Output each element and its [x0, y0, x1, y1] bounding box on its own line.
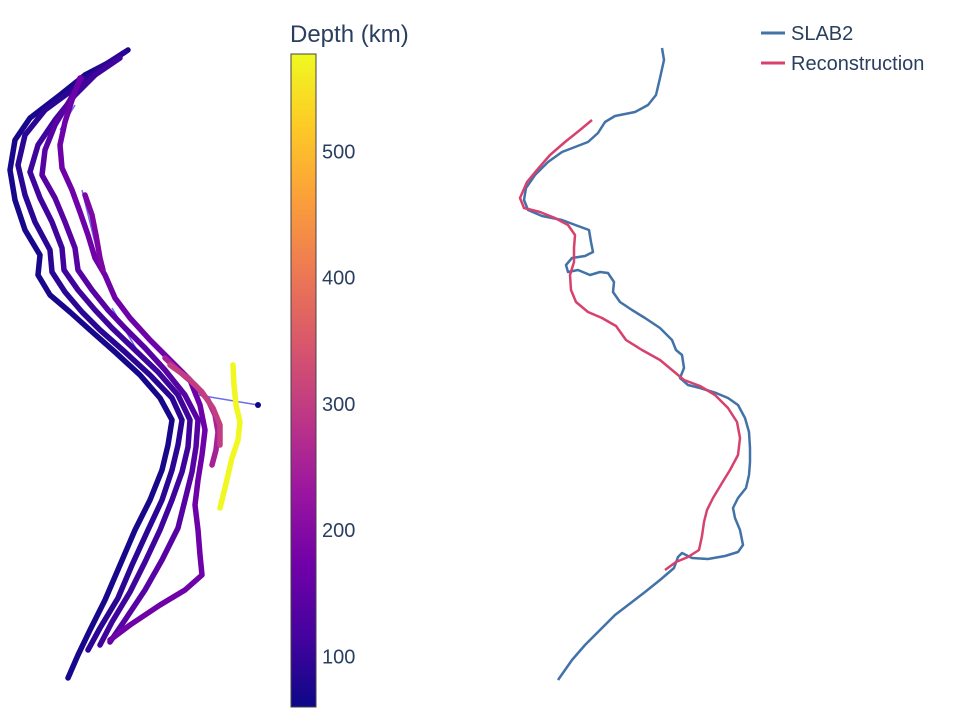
series-line-slab2	[522, 47, 752, 681]
map-series	[7, 47, 243, 681]
legend-label-slab2: SLAB2	[791, 23, 853, 45]
colorbar-tick-label: 500	[322, 141, 355, 163]
legend-item-reconstruction[interactable]: Reconstruction	[761, 53, 924, 75]
colorbar-ticks: 100 200 300 400 500	[322, 141, 355, 668]
colorbar-tick-label: 400	[322, 268, 355, 290]
depth-contour	[217, 362, 243, 511]
colorbar: Depth (km) 100 200 300 400 500	[290, 21, 409, 708]
colorbar-tick-label: 300	[322, 394, 355, 416]
slab-depth-map	[7, 47, 261, 681]
depth-contour	[167, 362, 223, 448]
legend-item-slab2[interactable]: SLAB2	[761, 23, 853, 45]
colorbar-tick-label: 100	[322, 646, 355, 668]
depth-contour	[27, 55, 193, 648]
line-series	[518, 47, 752, 681]
depth-contour	[15, 49, 185, 653]
depth-contour	[39, 75, 201, 645]
depth-contour	[7, 47, 175, 681]
colorbar-gradient	[290, 53, 317, 708]
outlier-point	[255, 402, 261, 408]
colorbar-title: Depth (km)	[290, 21, 409, 48]
series-line-reconstruction	[518, 119, 742, 572]
depth-contour	[82, 192, 106, 273]
trench-comparison	[518, 47, 752, 681]
colorbar-tick-label: 200	[322, 520, 355, 542]
legend: SLAB2 Reconstruction	[761, 23, 924, 75]
legend-label-reconstruction: Reconstruction	[791, 53, 924, 75]
